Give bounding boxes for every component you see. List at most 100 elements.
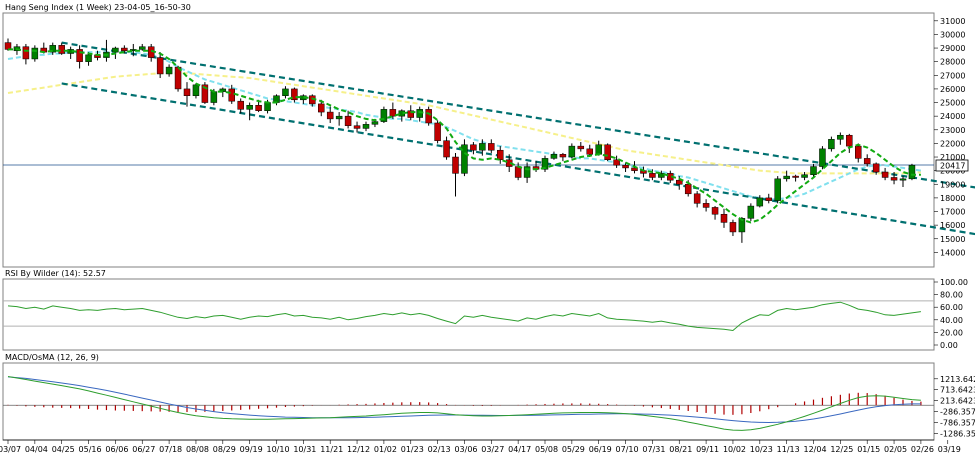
candle-body bbox=[416, 109, 423, 118]
candle-body bbox=[246, 105, 253, 110]
macd-tick-label: -786.357 bbox=[940, 418, 975, 427]
candle-body bbox=[255, 105, 262, 111]
candle-body bbox=[112, 47, 119, 53]
candle-body bbox=[85, 54, 92, 62]
rsi-tick-label: 100.00 bbox=[940, 278, 968, 287]
x-tick-label: 07/18 bbox=[159, 445, 182, 454]
candle-body bbox=[693, 193, 701, 204]
candle-body bbox=[192, 84, 200, 96]
x-tick-label: 02/13 bbox=[428, 445, 451, 454]
price-marker-label: 20417 bbox=[940, 162, 965, 171]
x-tick-label: 01/23 bbox=[401, 445, 424, 454]
macd-tick-label: -1286.35 bbox=[940, 429, 975, 438]
candle-body bbox=[264, 102, 271, 111]
x-tick-label: 08/21 bbox=[669, 445, 692, 454]
rsi-levels bbox=[3, 300, 934, 327]
rsi-tick-label: 20.00 bbox=[940, 328, 963, 337]
macd-tick-label: 713.6423 bbox=[940, 386, 975, 395]
candle-body bbox=[765, 197, 772, 201]
candle-body bbox=[586, 148, 593, 155]
candle-body bbox=[353, 125, 361, 129]
candle-body bbox=[470, 144, 477, 151]
candle-body bbox=[747, 205, 755, 219]
candle-body bbox=[76, 49, 83, 62]
rsi-title: RSI By Wilder (14): 52.57 bbox=[5, 269, 106, 278]
price-tick-label: 30000 bbox=[940, 30, 965, 39]
price-tick-label: 21000 bbox=[940, 153, 965, 162]
candle-body bbox=[380, 109, 388, 122]
price-tick-label: 19000 bbox=[940, 180, 965, 189]
price-tick-label: 22000 bbox=[940, 139, 965, 148]
price-tick-label: 16000 bbox=[940, 221, 965, 230]
candle-body bbox=[890, 177, 898, 181]
candle-body bbox=[855, 145, 862, 159]
candle-body bbox=[711, 207, 719, 215]
candle-body bbox=[881, 171, 889, 178]
candle-body bbox=[863, 158, 871, 165]
x-tick-label: 11/13 bbox=[777, 445, 800, 454]
candle-body bbox=[201, 84, 209, 103]
candle-body bbox=[523, 166, 531, 178]
x-tick-label: 10/02 bbox=[723, 445, 746, 454]
x-tick-label: 10/23 bbox=[750, 445, 773, 454]
candle-body bbox=[595, 144, 602, 155]
candle-body bbox=[121, 47, 128, 52]
x-tick-label: 03/19 bbox=[938, 445, 961, 454]
price-tick-label: 27000 bbox=[940, 71, 965, 80]
ma-short-path bbox=[8, 48, 921, 224]
rsi-path bbox=[7, 301, 921, 332]
macd-tick-label: 1213.642 bbox=[940, 375, 975, 384]
candle-body bbox=[568, 145, 576, 158]
x-tick-label: 03/27 bbox=[481, 445, 504, 454]
candle-body bbox=[899, 178, 907, 181]
x-tick-label: 01/15 bbox=[857, 445, 880, 454]
x-tick-label: 06/06 bbox=[105, 445, 128, 454]
price-tick-label: 31000 bbox=[940, 17, 965, 26]
x-tick-label: 05/29 bbox=[562, 445, 585, 454]
candle-body bbox=[326, 111, 334, 120]
candle-body bbox=[846, 134, 853, 147]
x-tick-label: 03/07 bbox=[0, 445, 21, 454]
candle-body bbox=[156, 57, 164, 75]
rsi-tick-label: 60.00 bbox=[940, 303, 963, 312]
candle-body bbox=[729, 222, 737, 233]
candle-body bbox=[577, 145, 585, 150]
price-panel-frame bbox=[2, 12, 935, 268]
candle-body bbox=[658, 173, 665, 178]
candle-body bbox=[210, 91, 218, 103]
candle-body bbox=[702, 203, 710, 208]
candle-body bbox=[720, 213, 728, 223]
price-tick-label: 23000 bbox=[940, 126, 965, 135]
candle-body bbox=[837, 134, 844, 140]
x-tick-label: 04/17 bbox=[508, 445, 531, 454]
candle-body bbox=[434, 122, 441, 141]
candle-body bbox=[872, 163, 880, 173]
candle-body bbox=[452, 156, 459, 174]
rsi-line bbox=[7, 301, 921, 332]
candle-body bbox=[756, 197, 764, 207]
candle-body bbox=[649, 173, 656, 178]
candle-body bbox=[425, 109, 432, 124]
x-tick-label: 09/11 bbox=[696, 445, 719, 454]
candle-body bbox=[774, 178, 781, 201]
candle-body bbox=[801, 174, 808, 178]
x-tick-label: 12/12 bbox=[347, 445, 370, 454]
candle-body bbox=[461, 144, 468, 174]
candle-body bbox=[783, 175, 790, 180]
x-tick-label: 08/08 bbox=[186, 445, 209, 454]
x-tick-label: 12/25 bbox=[830, 445, 853, 454]
x-tick-label: 02/05 bbox=[884, 445, 907, 454]
candle-body bbox=[291, 88, 298, 101]
price-y-axis: 31000 30000 29000 28000 27000 26000 25000 24000… bbox=[934, 17, 965, 257]
x-tick-label: 09/19 bbox=[240, 445, 263, 454]
x-tick-label: 10/31 bbox=[293, 445, 316, 454]
candle-body bbox=[676, 179, 683, 185]
candle-body bbox=[479, 143, 486, 151]
candle-body bbox=[335, 115, 343, 120]
candle-body bbox=[282, 88, 289, 96]
x-tick-label: 05/16 bbox=[79, 445, 102, 454]
candle-body bbox=[407, 110, 414, 118]
candle-body bbox=[318, 103, 325, 113]
candle-body bbox=[792, 175, 799, 178]
